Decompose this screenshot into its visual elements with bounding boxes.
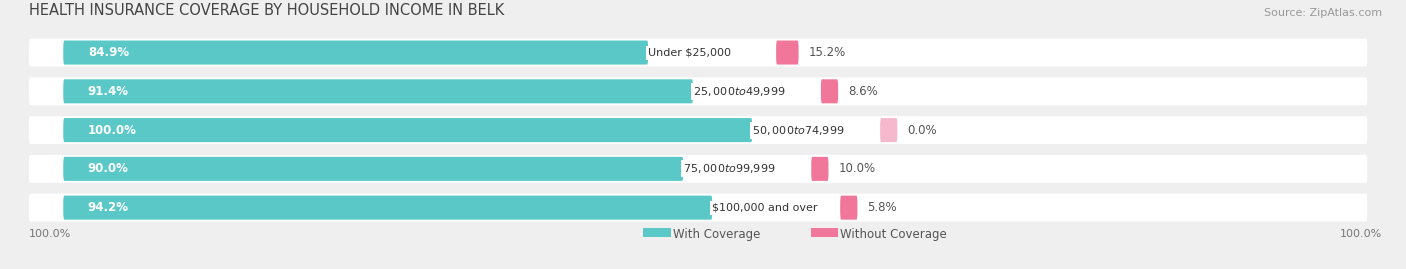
FancyBboxPatch shape bbox=[63, 41, 648, 65]
FancyBboxPatch shape bbox=[28, 194, 1367, 222]
Text: 8.6%: 8.6% bbox=[848, 85, 877, 98]
Text: 91.4%: 91.4% bbox=[87, 85, 129, 98]
Text: With Coverage: With Coverage bbox=[673, 228, 761, 240]
FancyBboxPatch shape bbox=[776, 41, 799, 65]
FancyBboxPatch shape bbox=[880, 118, 897, 142]
Text: 10.0%: 10.0% bbox=[838, 162, 876, 175]
FancyBboxPatch shape bbox=[28, 77, 1367, 105]
Text: 0.0%: 0.0% bbox=[907, 123, 936, 137]
Text: 100.0%: 100.0% bbox=[87, 123, 136, 137]
FancyBboxPatch shape bbox=[644, 228, 671, 240]
Text: Source: ZipAtlas.com: Source: ZipAtlas.com bbox=[1264, 8, 1382, 18]
Text: HEALTH INSURANCE COVERAGE BY HOUSEHOLD INCOME IN BELK: HEALTH INSURANCE COVERAGE BY HOUSEHOLD I… bbox=[28, 3, 505, 18]
Text: 100.0%: 100.0% bbox=[28, 229, 72, 239]
FancyBboxPatch shape bbox=[811, 157, 828, 181]
FancyBboxPatch shape bbox=[28, 38, 1367, 66]
FancyBboxPatch shape bbox=[811, 228, 838, 240]
FancyBboxPatch shape bbox=[63, 196, 713, 220]
Text: 90.0%: 90.0% bbox=[87, 162, 129, 175]
FancyBboxPatch shape bbox=[28, 116, 1367, 144]
Text: $75,000 to $99,999: $75,000 to $99,999 bbox=[683, 162, 776, 175]
Text: $25,000 to $49,999: $25,000 to $49,999 bbox=[693, 85, 786, 98]
FancyBboxPatch shape bbox=[841, 196, 858, 220]
Text: 94.2%: 94.2% bbox=[87, 201, 129, 214]
FancyBboxPatch shape bbox=[821, 79, 838, 103]
Text: $50,000 to $74,999: $50,000 to $74,999 bbox=[752, 123, 845, 137]
Text: 15.2%: 15.2% bbox=[808, 46, 845, 59]
FancyBboxPatch shape bbox=[63, 157, 683, 181]
FancyBboxPatch shape bbox=[63, 118, 752, 142]
Text: Without Coverage: Without Coverage bbox=[841, 228, 948, 240]
FancyBboxPatch shape bbox=[63, 79, 693, 103]
FancyBboxPatch shape bbox=[28, 155, 1367, 183]
Text: 84.9%: 84.9% bbox=[87, 46, 129, 59]
Text: Under $25,000: Under $25,000 bbox=[648, 48, 731, 58]
Text: $100,000 and over: $100,000 and over bbox=[713, 203, 818, 213]
Text: 5.8%: 5.8% bbox=[868, 201, 897, 214]
Text: 100.0%: 100.0% bbox=[1340, 229, 1382, 239]
